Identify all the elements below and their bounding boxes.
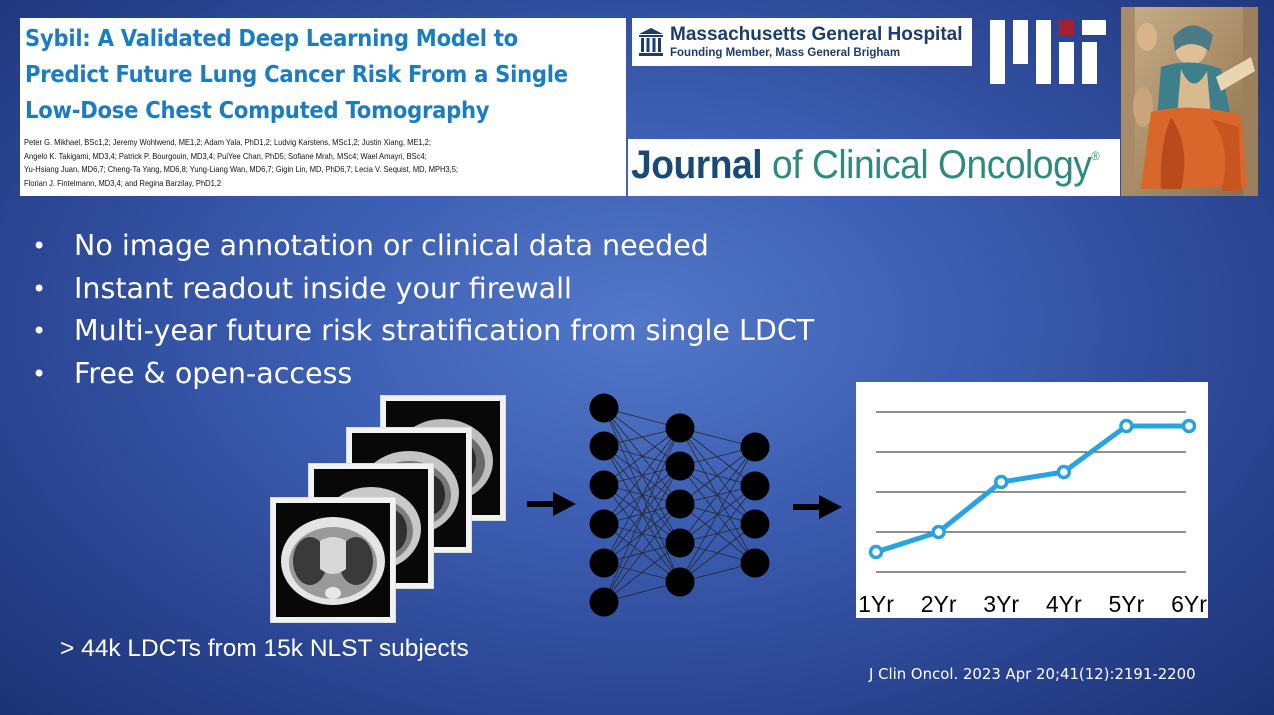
bullet-text: Instant readout inside your firewall (74, 271, 572, 305)
x-tick-label: 2Yr (921, 591, 957, 617)
x-tick-label: 5Yr (1109, 591, 1145, 617)
nn-connection (679, 446, 756, 583)
nn-node (665, 413, 695, 443)
bullet-item: • Free & open-access (32, 353, 852, 396)
dataset-caption: > 44k LDCTs from 15k NLST subjects (60, 635, 469, 662)
bullet-item: • Multi-year future risk stratification f… (32, 310, 852, 353)
jco-rest: of Clinical Oncology (762, 143, 1092, 187)
registered-mark: ® (1091, 149, 1100, 163)
feature-bullet-list: • No image annotation or clinical data ne… (32, 225, 852, 395)
nn-node (740, 548, 770, 578)
nn-connection (603, 427, 681, 525)
x-tick-label: 1Yr (858, 591, 894, 617)
paper-header: Sybil: A Validated Deep Learning Model t… (20, 18, 626, 196)
nn-connection (603, 542, 681, 603)
jco-wordmark: Journal of Clinical Oncology® (631, 143, 1100, 188)
nn-node (589, 393, 619, 423)
nn-connection (603, 445, 681, 505)
data-point (1056, 464, 1072, 480)
nn-connection (603, 427, 681, 564)
chart-gridlines (876, 411, 1186, 573)
neural-network-diagram (589, 393, 770, 617)
data-point (1181, 418, 1197, 434)
bullet-item: • No image annotation or clinical data ne… (32, 225, 852, 268)
data-point (868, 544, 884, 560)
nn-connection (603, 465, 681, 603)
nn-node (589, 587, 619, 617)
bullet-text: Free & open-access (74, 356, 353, 390)
paper-authors: Peter G. Mikhael, BSc1,2; Jeremy Wohlwen… (24, 138, 459, 188)
arrow-right-icon (527, 492, 576, 516)
mgh-name: Massachusetts General Hospital (670, 24, 963, 45)
risk-line-chart: 1Yr 2Yr 3Yr 4Yr 5Yr 6Yr (856, 382, 1208, 618)
bullet-dot: • (32, 317, 47, 345)
nn-connection (603, 427, 681, 603)
mit-logo-icon (990, 20, 1106, 84)
nn-connection (603, 427, 681, 486)
nn-node (740, 509, 770, 539)
jco-logo: Journal of Clinical Oncology® (628, 139, 1120, 196)
nn-node (589, 470, 619, 500)
arrow-right-icon (793, 495, 842, 519)
risk-series-line (875, 423, 1189, 555)
x-tick-label: 6Yr (1171, 591, 1207, 617)
nn-node (665, 567, 695, 597)
mgh-logo: Massachusetts General Hospital Founding … (632, 18, 972, 66)
paper-title: Sybil: A Validated Deep Learning Model t… (25, 24, 568, 124)
data-point (931, 524, 946, 540)
nn-node (589, 509, 619, 539)
nn-connection (679, 427, 756, 487)
sibyl-painting-image (1121, 7, 1258, 196)
x-tick-label: 3Yr (983, 591, 1019, 617)
bullet-dot: • (32, 359, 47, 388)
nn-node (589, 431, 619, 461)
citation: J Clin Oncol. 2023 Apr 20;41(12):2191-22… (869, 665, 1196, 683)
nn-connection (679, 523, 756, 583)
nn-connection (679, 446, 756, 544)
x-tick-label: 4Yr (1046, 591, 1082, 617)
bullet-dot: • (32, 232, 47, 260)
mgh-subtitle: Founding Member, Mass General Brigham (670, 47, 901, 59)
nn-node (589, 548, 619, 578)
jco-journal: Journal (631, 143, 763, 187)
building-icon (639, 28, 663, 56)
nn-node (665, 451, 695, 481)
data-point (1119, 418, 1134, 434)
bullet-text: No image annotation or clinical data nee… (74, 229, 709, 262)
bullet-dot: • (32, 274, 47, 303)
data-point (993, 474, 1009, 490)
bullet-text: Multi-year future risk stratification fr… (74, 314, 815, 347)
bullet-item: • Instant readout inside your firewall (32, 268, 852, 311)
nn-node (665, 489, 695, 519)
ct-scan-image (270, 497, 396, 623)
nn-node (740, 471, 770, 501)
nn-connection (603, 503, 681, 603)
nn-connection (679, 485, 756, 583)
nn-connection (679, 446, 756, 505)
nn-node (740, 432, 770, 462)
nn-node (665, 528, 695, 558)
